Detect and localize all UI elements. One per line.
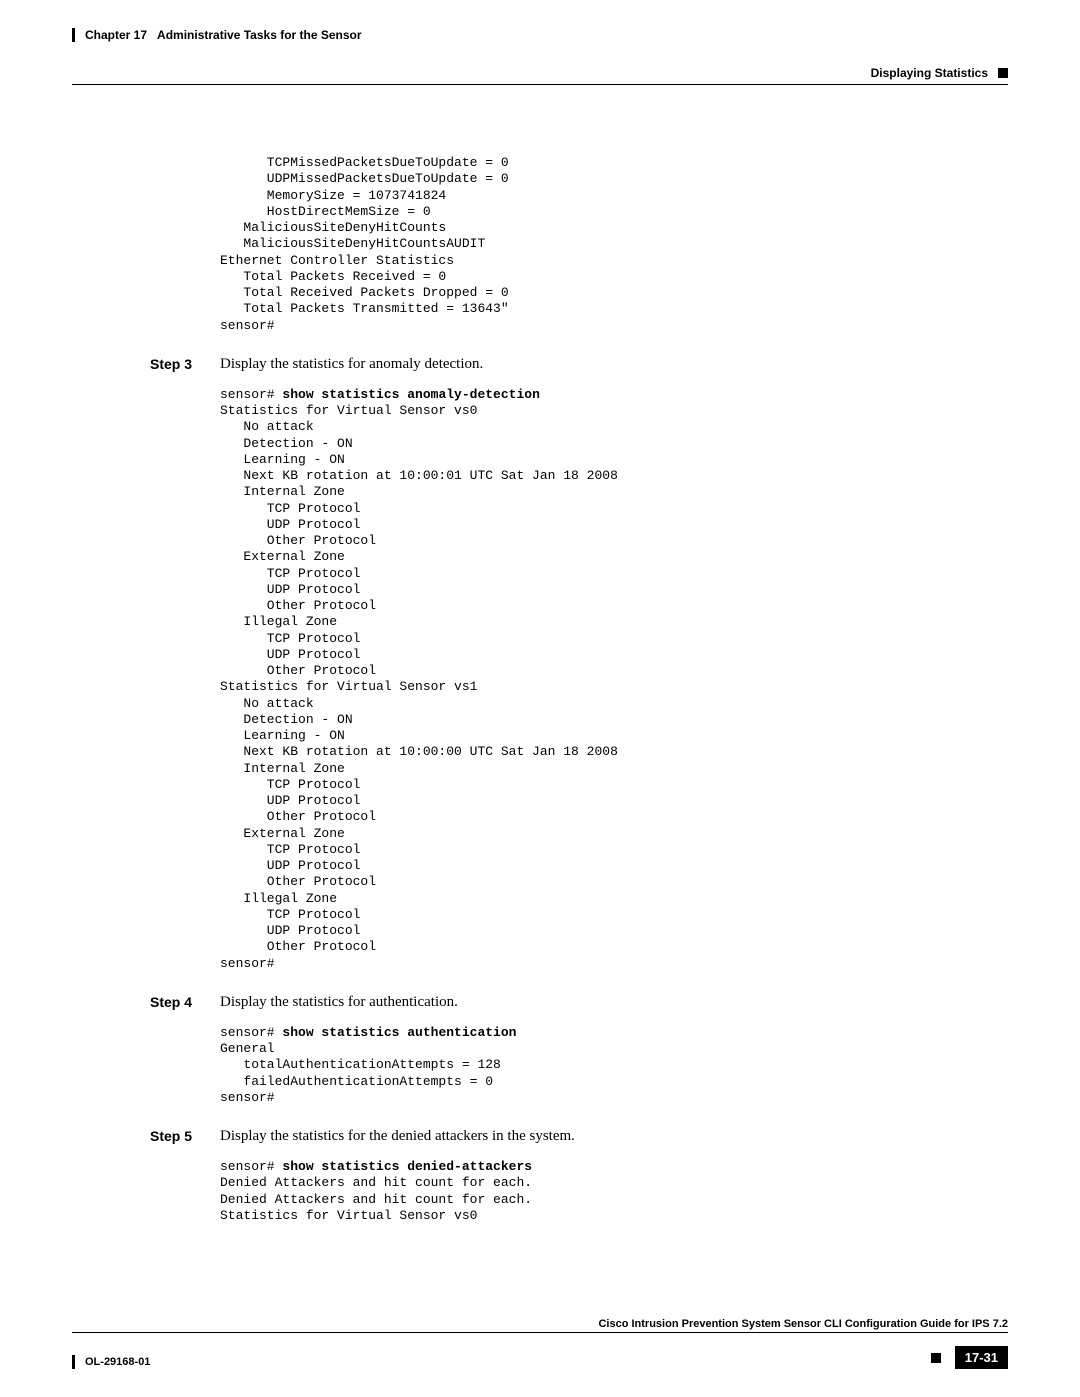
step-3-output: Statistics for Virtual Sensor vs0 No att… <box>220 403 618 971</box>
step-5-text: Display the statistics for the denied at… <box>220 1128 575 1145</box>
step-3-text: Display the statistics for anomaly detec… <box>220 356 483 373</box>
code-block-1: TCPMissedPacketsDueToUpdate = 0 UDPMisse… <box>220 155 1008 334</box>
footer-page: 17-31 <box>931 1346 1008 1369</box>
header-section: Displaying Statistics <box>871 66 1008 80</box>
footer-right: Cisco Intrusion Prevention System Sensor… <box>72 1318 1008 1330</box>
step-4-output: General totalAuthenticationAttempts = 12… <box>220 1041 501 1105</box>
section-title: Displaying Statistics <box>871 66 988 80</box>
header-square-icon <box>998 68 1008 78</box>
step-4-label: Step 4 <box>150 994 220 1011</box>
step-4-cmd-prefix: sensor# <box>220 1025 282 1040</box>
footer-doc-id: OL-29168-01 <box>85 1356 150 1368</box>
header-section-wrap: Displaying Statistics <box>0 48 1080 82</box>
step-5-label: Step 5 <box>150 1128 220 1145</box>
step-5-code: sensor# show statistics denied-attackers… <box>220 1159 1008 1224</box>
step-5-command: show statistics denied-attackers <box>282 1159 532 1174</box>
spacer <box>147 28 157 42</box>
step-3-label: Step 3 <box>150 356 220 373</box>
chapter-title: Administrative Tasks for the Sensor <box>157 28 362 42</box>
step-4-row: Step 4 Display the statistics for authen… <box>72 994 1008 1011</box>
step-5-cmd-prefix: sensor# <box>220 1159 282 1174</box>
header-bar-icon <box>72 28 75 42</box>
footer-rule <box>72 1332 1008 1333</box>
step-3-cmd-prefix: sensor# <box>220 387 282 402</box>
step-4-command: show statistics authentication <box>282 1025 516 1040</box>
step-3-code: sensor# show statistics anomaly-detectio… <box>220 387 1008 972</box>
step-5-output: Denied Attackers and hit count for each.… <box>220 1175 532 1223</box>
page-number-badge: 17-31 <box>955 1346 1008 1369</box>
footer-square-icon <box>931 1353 941 1363</box>
header-chapter: Chapter 17 Administrative Tasks for the … <box>72 28 362 42</box>
footer-bar-icon <box>72 1355 75 1369</box>
chapter-label: Chapter 17 <box>85 28 147 42</box>
step-4-text: Display the statistics for authenticatio… <box>220 994 458 1011</box>
step-5-row: Step 5 Display the statistics for the de… <box>72 1128 1008 1145</box>
page-footer: Cisco Intrusion Prevention System Sensor… <box>0 1318 1080 1369</box>
page-content: TCPMissedPacketsDueToUpdate = 0 UDPMisse… <box>0 85 1080 1224</box>
step-3-row: Step 3 Display the statistics for anomal… <box>72 356 1008 373</box>
footer-guide-title: Cisco Intrusion Prevention System Sensor… <box>72 1318 1008 1330</box>
step-3-command: show statistics anomaly-detection <box>282 387 539 402</box>
footer-row: OL-29168-01 17-31 <box>72 1337 1008 1369</box>
page-header: Chapter 17 Administrative Tasks for the … <box>0 0 1080 48</box>
footer-left: OL-29168-01 <box>72 1355 150 1369</box>
step-4-code: sensor# show statistics authentication G… <box>220 1025 1008 1106</box>
